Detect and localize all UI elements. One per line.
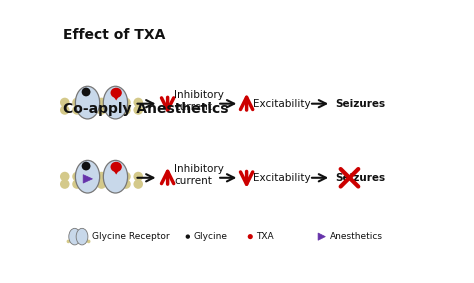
Ellipse shape	[84, 179, 94, 189]
Ellipse shape	[75, 160, 100, 193]
Polygon shape	[83, 175, 92, 183]
Ellipse shape	[72, 98, 82, 107]
Ellipse shape	[134, 179, 143, 189]
Ellipse shape	[121, 179, 131, 189]
Ellipse shape	[66, 240, 70, 243]
Ellipse shape	[109, 98, 118, 107]
Ellipse shape	[60, 172, 70, 181]
Ellipse shape	[60, 105, 70, 115]
Text: Anesthetics: Anesthetics	[329, 232, 383, 241]
Text: Seizures: Seizures	[335, 173, 385, 183]
Ellipse shape	[110, 162, 122, 172]
Ellipse shape	[103, 86, 128, 119]
Ellipse shape	[121, 105, 131, 115]
Ellipse shape	[75, 86, 100, 119]
Ellipse shape	[84, 98, 94, 107]
Ellipse shape	[103, 160, 128, 193]
Ellipse shape	[72, 105, 82, 115]
Ellipse shape	[109, 172, 118, 181]
Ellipse shape	[248, 234, 253, 239]
Ellipse shape	[69, 228, 81, 245]
Text: Excitability: Excitability	[253, 99, 311, 109]
Text: Glycine Receptor: Glycine Receptor	[91, 232, 169, 241]
Ellipse shape	[186, 234, 190, 239]
Ellipse shape	[109, 105, 118, 115]
Text: Inhibitory
current: Inhibitory current	[174, 164, 224, 186]
Ellipse shape	[76, 228, 88, 245]
Ellipse shape	[109, 179, 118, 189]
Ellipse shape	[134, 172, 143, 181]
Text: Glycine: Glycine	[194, 232, 228, 241]
Ellipse shape	[82, 162, 91, 170]
Ellipse shape	[87, 240, 91, 243]
Ellipse shape	[97, 179, 106, 189]
Polygon shape	[112, 94, 120, 100]
Ellipse shape	[134, 98, 143, 107]
Ellipse shape	[97, 172, 106, 181]
Text: Effect of TXA: Effect of TXA	[63, 27, 165, 42]
Ellipse shape	[60, 98, 70, 107]
Ellipse shape	[72, 172, 82, 181]
Ellipse shape	[83, 240, 86, 243]
Text: Excitability: Excitability	[253, 173, 311, 183]
Ellipse shape	[84, 172, 94, 181]
Polygon shape	[318, 233, 325, 240]
Ellipse shape	[71, 240, 74, 243]
Ellipse shape	[134, 105, 143, 115]
Ellipse shape	[60, 179, 70, 189]
Ellipse shape	[72, 179, 82, 189]
Ellipse shape	[75, 240, 78, 243]
Ellipse shape	[79, 240, 82, 243]
Text: Seizures: Seizures	[335, 99, 385, 109]
Ellipse shape	[97, 105, 106, 115]
Ellipse shape	[110, 88, 122, 98]
Text: Inhibitory
current: Inhibitory current	[174, 90, 224, 112]
Ellipse shape	[121, 98, 131, 107]
Ellipse shape	[82, 88, 91, 96]
Ellipse shape	[84, 105, 94, 115]
Text: TXA: TXA	[256, 232, 273, 241]
Ellipse shape	[97, 98, 106, 107]
Polygon shape	[112, 168, 120, 175]
Text: Co-apply Anesthetics: Co-apply Anesthetics	[63, 102, 228, 116]
Ellipse shape	[121, 172, 131, 181]
